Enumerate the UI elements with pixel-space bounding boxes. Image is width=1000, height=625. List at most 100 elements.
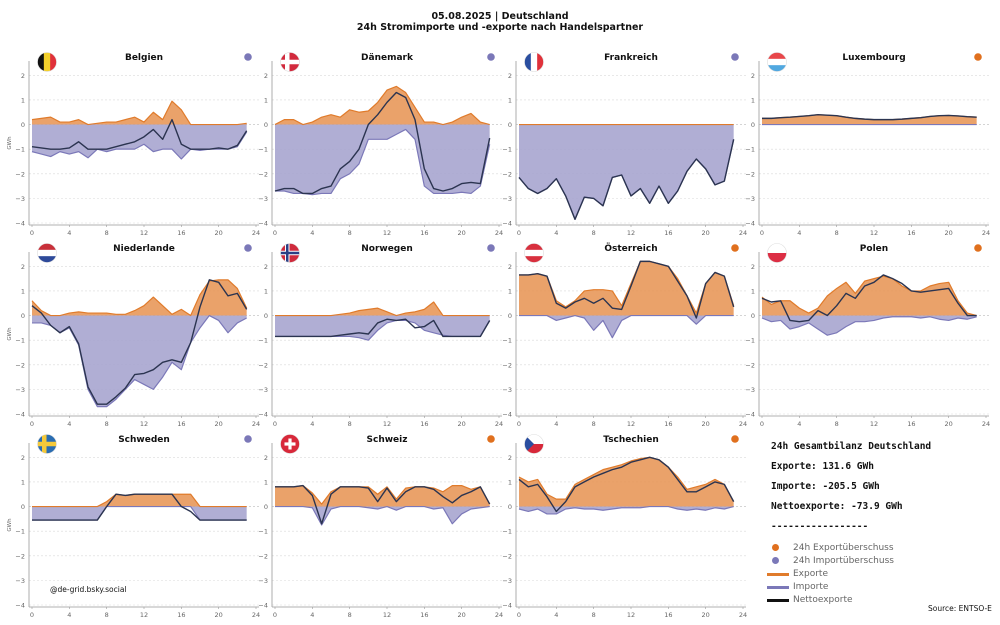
summary-imports: Importe: -205.5 GWh (771, 481, 880, 492)
import-surplus-dot (731, 53, 739, 61)
panel-title: Belgien (125, 53, 163, 63)
x-tick-label: 8 (105, 611, 109, 619)
flag-denmark-icon (280, 52, 300, 72)
y-tick-label: −1 (15, 337, 25, 345)
y-tick-label: 1 (751, 287, 755, 295)
y-tick-label: 2 (21, 72, 25, 80)
x-tick-label: 16 (177, 611, 185, 619)
net-line (761, 274, 977, 323)
y-tick-label: −1 (258, 146, 268, 154)
x-tick-label: 12 (870, 229, 878, 237)
x-tick-label: 20 (458, 420, 466, 428)
export-surplus-dot-icon (772, 544, 779, 551)
y-tick-label: −2 (15, 552, 25, 560)
legend-import-surplus-label: 24h Importüberschuss (793, 556, 894, 566)
y-tick-label: −2 (502, 552, 512, 560)
y-tick-label: −4 (258, 602, 268, 610)
x-tick-label: 20 (215, 229, 223, 237)
x-tick-label: 16 (664, 229, 672, 237)
y-tick-label: −3 (745, 195, 755, 203)
y-tick-label: −3 (15, 195, 25, 203)
y-tick-label: −1 (502, 337, 512, 345)
y-tick-label: −2 (258, 361, 268, 369)
x-tick-label: 16 (177, 420, 185, 428)
export-surplus-dot (487, 435, 495, 443)
y-tick-label: −1 (258, 337, 268, 345)
imports-area (32, 124, 247, 159)
x-tick-label: 16 (420, 229, 428, 237)
x-tick-label: 12 (627, 420, 635, 428)
y-tick-label: −4 (258, 220, 268, 228)
imports-line-icon (767, 586, 789, 589)
y-tick-label: −3 (745, 386, 755, 394)
x-tick-label: 0 (30, 420, 34, 428)
x-tick-label: 8 (835, 420, 839, 428)
y-tick-label: 2 (264, 263, 268, 271)
y-tick-label: 2 (21, 263, 25, 271)
y-tick-label: 0 (264, 503, 268, 511)
x-tick-label: 24 (739, 611, 747, 619)
flag-luxembourg-icon (767, 52, 787, 72)
x-tick-label: 16 (177, 229, 185, 237)
exports-line (275, 485, 491, 505)
y-tick-label: −4 (502, 602, 512, 610)
y-tick-label: −4 (15, 220, 25, 228)
flag-netherlands-icon (37, 243, 57, 263)
imports-area (519, 506, 734, 514)
summary-divider: ----------------- (771, 521, 869, 532)
y-tick-label: 0 (264, 312, 268, 320)
legend-net-label: Nettoexporte (793, 595, 853, 605)
y-tick-label: −1 (15, 528, 25, 536)
y-tick-label: −3 (15, 577, 25, 585)
y-tick-label: −2 (745, 170, 755, 178)
x-tick-label: 4 (554, 420, 558, 428)
net-line-icon (767, 599, 789, 602)
exports-area (275, 86, 490, 125)
x-tick-label: 8 (348, 611, 352, 619)
x-tick-label: 8 (348, 420, 352, 428)
exports-line (274, 85, 490, 126)
y-tick-label: 1 (508, 478, 512, 486)
chart-title-main: 24h Stromimporte und -exporte nach Hande… (356, 22, 644, 33)
legend-imports: Importe (767, 582, 828, 592)
flag-norway-icon (280, 243, 300, 263)
x-tick-label: 8 (592, 229, 596, 237)
y-tick-label: 2 (508, 454, 512, 462)
net-line (275, 318, 491, 338)
panel-title: Österreich (604, 243, 657, 254)
net-line (31, 118, 248, 150)
x-tick-label: 8 (105, 420, 109, 428)
exports-area (762, 276, 977, 316)
import-surplus-dot-icon (772, 557, 779, 564)
x-tick-label: 20 (945, 229, 953, 237)
exports-area (32, 279, 247, 316)
x-tick-label: 4 (797, 420, 801, 428)
x-tick-label: 20 (702, 420, 710, 428)
y-tick-label: −4 (745, 220, 755, 228)
y-tick-label: 0 (508, 121, 512, 129)
x-tick-label: 4 (554, 611, 558, 619)
y-tick-label: −3 (502, 195, 512, 203)
import-surplus-dot (244, 244, 252, 252)
imports-line (275, 505, 490, 526)
x-tick-label: 8 (592, 420, 596, 428)
x-tick-label: 16 (664, 420, 672, 428)
y-tick-label: 1 (21, 287, 25, 295)
y-tick-label: −4 (502, 411, 512, 419)
x-tick-label: 4 (310, 611, 314, 619)
x-tick-label: 16 (420, 420, 428, 428)
y-tick-label: 1 (751, 96, 755, 104)
x-tick-label: 4 (310, 420, 314, 428)
y-tick-label: 1 (508, 287, 512, 295)
y-tick-label: 2 (508, 263, 512, 271)
y-tick-label: 0 (751, 312, 755, 320)
x-tick-label: 24 (252, 420, 260, 428)
y-tick-label: 0 (21, 503, 25, 511)
y-tick-label: 0 (21, 121, 25, 129)
x-tick-label: 4 (67, 229, 71, 237)
x-tick-label: 8 (348, 229, 352, 237)
y-tick-label: −3 (258, 577, 268, 585)
